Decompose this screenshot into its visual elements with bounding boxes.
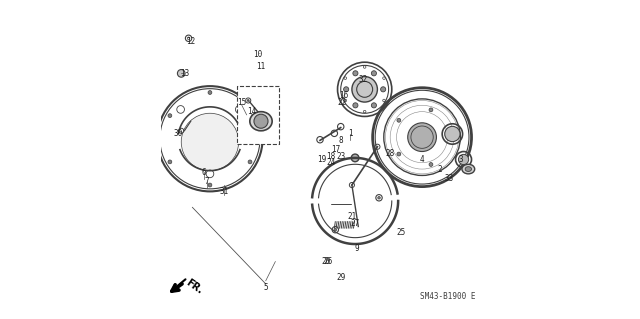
Circle shape (248, 160, 252, 164)
Text: SM43-B1900 E: SM43-B1900 E (420, 292, 476, 301)
Text: 22: 22 (338, 98, 347, 107)
Text: 5: 5 (264, 283, 268, 292)
Text: 28: 28 (385, 149, 395, 158)
Circle shape (429, 163, 433, 167)
Circle shape (371, 103, 376, 108)
Text: 30: 30 (173, 130, 182, 138)
Text: 24: 24 (326, 158, 336, 167)
Text: 11: 11 (257, 63, 266, 71)
Text: 6: 6 (201, 168, 206, 177)
Ellipse shape (465, 167, 472, 172)
Text: 16: 16 (339, 91, 349, 100)
Text: 10: 10 (253, 50, 262, 59)
Text: 15: 15 (237, 98, 246, 107)
Text: 27: 27 (351, 219, 360, 228)
Text: 19: 19 (317, 155, 326, 164)
Circle shape (254, 114, 268, 128)
Text: 17: 17 (332, 145, 340, 154)
Circle shape (168, 114, 172, 118)
Circle shape (378, 197, 380, 199)
Text: 8: 8 (339, 136, 343, 145)
Text: 4: 4 (420, 155, 424, 164)
Circle shape (429, 108, 433, 112)
Circle shape (177, 70, 185, 77)
Text: 32: 32 (358, 75, 368, 84)
Circle shape (353, 71, 358, 76)
Circle shape (344, 87, 349, 92)
Circle shape (247, 100, 249, 101)
Text: FR.: FR. (184, 278, 205, 296)
Circle shape (449, 135, 452, 139)
Circle shape (458, 154, 468, 165)
Circle shape (353, 103, 358, 108)
Text: 14: 14 (247, 107, 256, 116)
Text: 21: 21 (348, 212, 356, 221)
Text: 23: 23 (336, 152, 346, 161)
Circle shape (208, 91, 212, 94)
Text: 7: 7 (204, 177, 209, 186)
Ellipse shape (250, 112, 272, 131)
FancyBboxPatch shape (192, 121, 206, 130)
Text: 26: 26 (323, 257, 333, 266)
Circle shape (397, 118, 401, 122)
Circle shape (397, 152, 401, 156)
Text: 20: 20 (322, 257, 331, 266)
Circle shape (208, 183, 212, 187)
Circle shape (351, 154, 359, 162)
Text: 3: 3 (458, 155, 463, 164)
Circle shape (334, 228, 337, 231)
Text: 33: 33 (445, 174, 454, 183)
Text: 29: 29 (336, 273, 346, 282)
Circle shape (408, 123, 436, 152)
Text: 18: 18 (326, 152, 336, 161)
Text: 9: 9 (355, 244, 359, 253)
Text: 12: 12 (186, 37, 195, 46)
Text: 1: 1 (348, 130, 353, 138)
Circle shape (381, 87, 386, 92)
Circle shape (371, 71, 376, 76)
Text: 2: 2 (437, 165, 442, 174)
Text: 31: 31 (220, 187, 229, 196)
Ellipse shape (181, 113, 239, 171)
Text: 25: 25 (397, 228, 406, 237)
Circle shape (168, 160, 172, 164)
Circle shape (445, 126, 460, 142)
Text: 13: 13 (180, 69, 189, 78)
Ellipse shape (462, 164, 475, 174)
Circle shape (248, 114, 252, 118)
Circle shape (352, 77, 378, 102)
Bar (237, 86, 278, 144)
